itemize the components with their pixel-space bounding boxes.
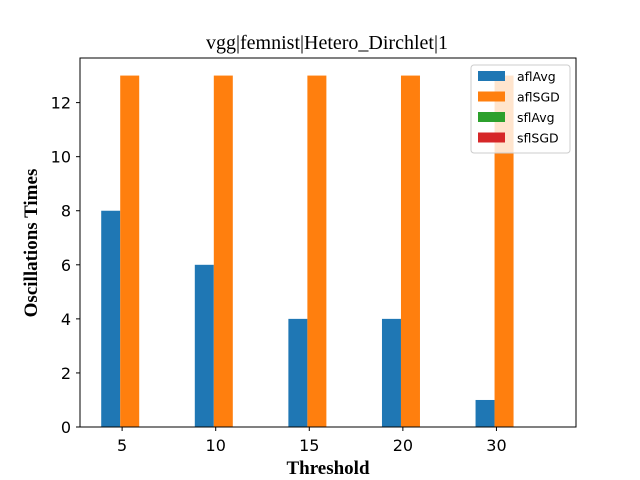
y-tick-label: 8 [61, 202, 71, 221]
bar-aflAvg-5 [101, 210, 121, 427]
y-tick-label: 0 [61, 418, 71, 437]
bar-aflSGD-30 [494, 75, 514, 427]
legend-label-aflAvg: aflAvg [517, 69, 556, 84]
legend: aflAvg aflSGD sflAvg sflSGD [470, 64, 571, 154]
x-tick-label: 5 [117, 436, 127, 455]
legend-swatch-sflSGD [478, 132, 505, 143]
bar-aflSGD-5 [120, 75, 140, 427]
x-tick-label: 10 [206, 436, 226, 455]
plot-area [101, 75, 514, 427]
plot-frame [79, 57, 577, 428]
legend-label-aflSGD: aflSGD [517, 90, 560, 105]
x-axis-label: Threshold [286, 458, 370, 479]
bar-aflAvg-30 [475, 399, 495, 427]
legend-swatch-sflAvg [478, 112, 505, 122]
y-tick-label: 10 [51, 148, 71, 167]
y-tick-label: 4 [61, 310, 71, 329]
legend-swatch-aflSGD [478, 91, 505, 102]
bar-aflSGD-20 [400, 75, 420, 427]
legend-label-sflAvg: sflAvg [517, 110, 555, 125]
chart-title: vgg|femnist|Hetero_Dirchlet|1 [206, 32, 448, 54]
x-tick-label: 15 [299, 436, 319, 455]
legend-box [470, 64, 571, 154]
y-tick-label: 12 [51, 94, 71, 113]
bar-aflSGD-10 [213, 75, 233, 427]
x-tick-label: 20 [393, 436, 413, 455]
legend-swatch-aflAvg [478, 71, 505, 81]
axes: 0 2 4 6 8 10 12 5 10 15 20 30 [51, 57, 577, 455]
y-tick-label: 6 [61, 256, 71, 275]
bar-aflAvg-20 [381, 318, 401, 427]
x-tick-label: 30 [486, 436, 506, 455]
legend-label-sflSGD: sflSGD [517, 131, 559, 146]
y-axis-label: Oscillations Times [21, 169, 42, 318]
bar-aflAvg-15 [288, 318, 308, 427]
bar-aflSGD-15 [307, 75, 327, 427]
y-tick-label: 2 [61, 364, 71, 383]
bar-aflAvg-10 [194, 264, 214, 427]
